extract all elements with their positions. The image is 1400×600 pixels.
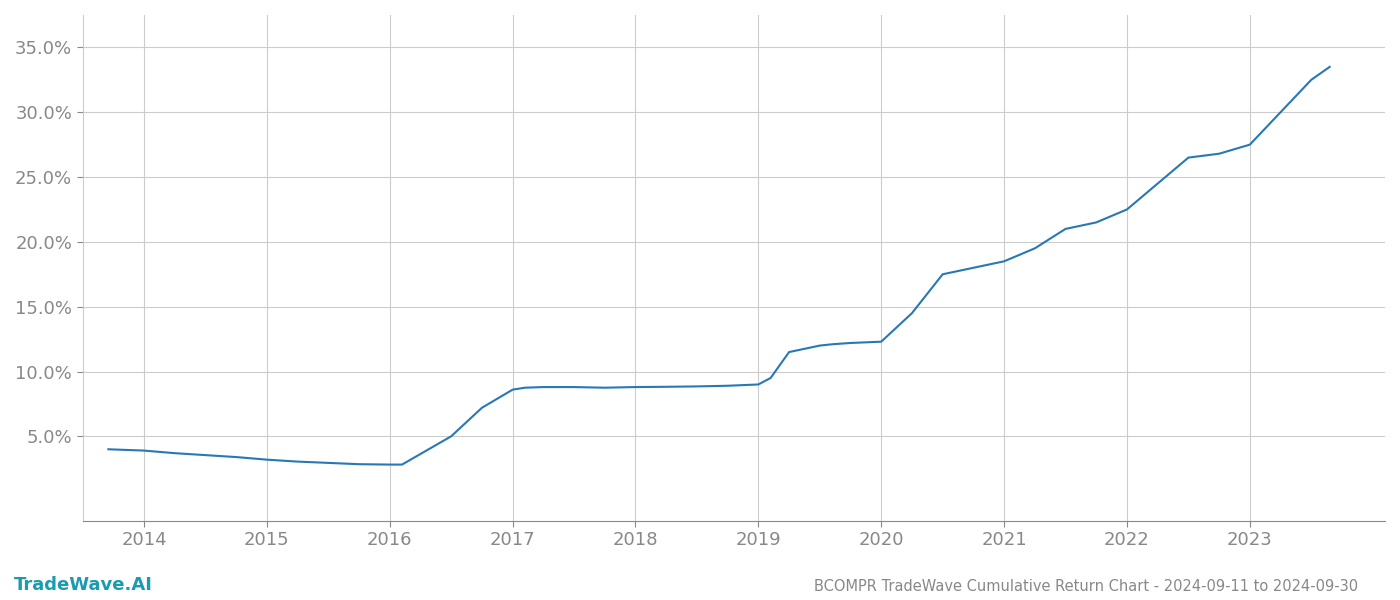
Text: TradeWave.AI: TradeWave.AI: [14, 576, 153, 594]
Text: BCOMPR TradeWave Cumulative Return Chart - 2024-09-11 to 2024-09-30: BCOMPR TradeWave Cumulative Return Chart…: [813, 579, 1358, 594]
